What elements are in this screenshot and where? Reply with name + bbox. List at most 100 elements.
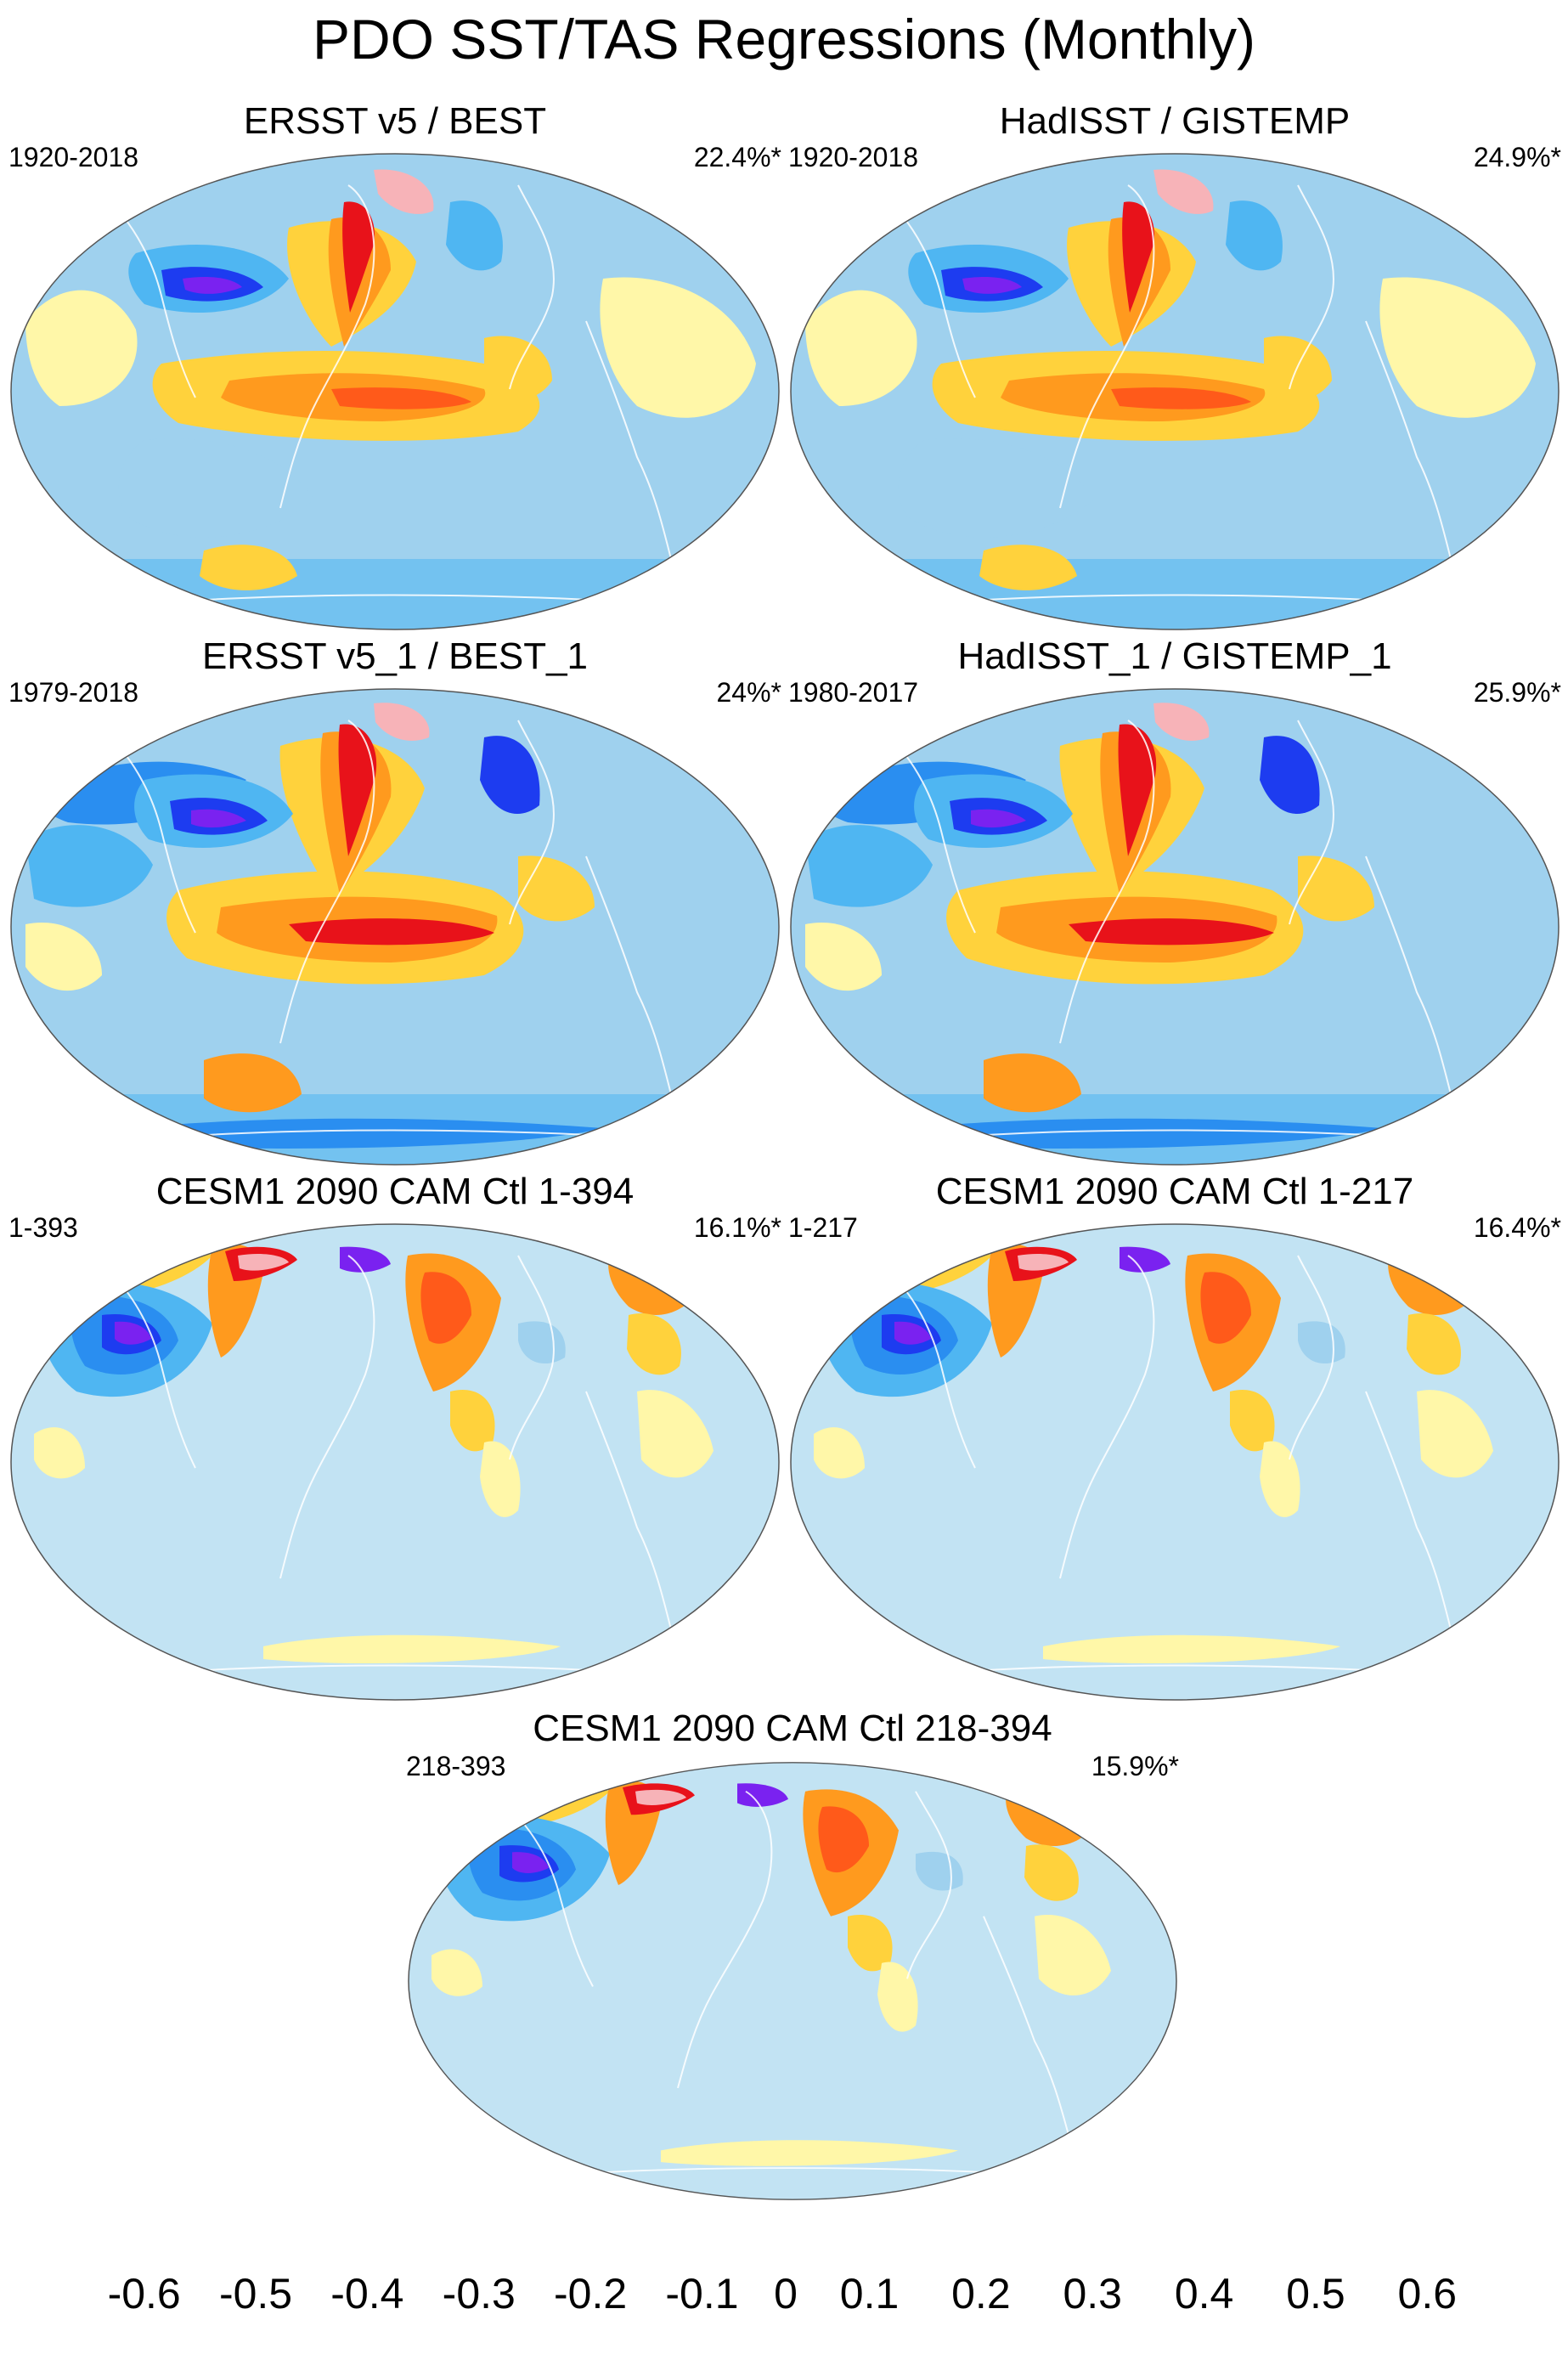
map-panel-ersst-best-1: ERSST v5_1 / BEST_1 1979-2018 24%* [8,635,781,1167]
colorbar-tick-label: 0.6 [1397,2270,1458,2317]
regression-contour [338,724,377,856]
period-label: 218-393 [406,1751,506,1781]
regression-contour [289,918,494,946]
map-panel-ersst-best: ERSST v5 / BEST 1920-2018 22.4%* [8,100,781,632]
map-cesm1-218-394 [408,1762,1177,2200]
panel-title: HadISST_1 / GISTEMP_1 [957,635,1392,677]
regression-contour [979,545,1077,590]
variance-label: 22.4%* [693,142,781,172]
regression-contour [446,200,503,271]
coastline [1289,1255,1334,1460]
regression-contour [1260,736,1320,814]
regression-contour [971,809,1026,828]
regression-contour [1264,336,1332,401]
map-panel-cesm1-1-394: CESM1 2090 CAM Ctl 1-394 1-393 16.1%* [8,1171,781,1702]
regression-contour [331,387,471,409]
coastline [1365,1391,1452,1630]
map-panel-hadisst-gistemp: HadISST / GISTEMP 1920-2018 24.9%* [788,100,1561,632]
regression-contour [637,1390,713,1478]
coastline [585,320,672,560]
regression-contour [1069,918,1274,946]
coastline [1365,855,1452,1095]
regression-contour [480,736,540,814]
regression-contour [204,1053,302,1113]
colorbar-tick-label: -0.6 [107,2270,181,2317]
regression-contour [512,1852,549,1874]
colorbar-tick-label: 0.3 [1063,2270,1122,2317]
panel-title: CESM1 2090 CAM Ctl 218-394 [533,1708,1052,1749]
map-ersst-best-1 [10,688,780,1166]
coastline [509,1255,555,1460]
map-outline [10,688,780,1166]
variance-label: 16.4%* [1473,1212,1561,1243]
regression-contour [1153,703,1210,741]
regression-contour [848,1914,893,1972]
map-outline [790,153,1560,630]
coastline [178,1129,621,1137]
map-outline [10,153,780,630]
regression-contour [1153,169,1214,214]
coastline [178,1664,621,1673]
coastline [957,1664,1401,1673]
regression-contour [1018,1253,1069,1271]
coastline [279,720,375,1044]
period-label: 1979-2018 [8,677,139,708]
panel-title: CESM1 2090 CAM Ctl 1-394 [155,1171,635,1212]
period-label: 1920-2018 [8,142,139,172]
colorbar-tick-label: 0.5 [1286,2270,1345,2317]
regression-contour [191,809,246,828]
regression-contour [1035,1914,1111,1996]
regression-contour [127,1118,603,1149]
colorbar [88,2227,1483,2267]
coastline [1365,320,1452,560]
coastline [889,201,976,398]
map-outline [408,1762,1177,2200]
regression-contour [1260,1441,1300,1517]
regression-contour [635,1789,686,1805]
regression-contour [962,277,1022,294]
coastline [585,855,672,1095]
regression-contour [25,825,153,907]
coastline [983,1916,1069,2136]
regression-contour [737,1783,788,1807]
panel-title: CESM1 2090 CAM Ctl 1-217 [935,1171,1414,1212]
period-label: 1-393 [8,1212,78,1243]
figure-title: PDO SST/TAS Regressions (Monthly) [312,8,1256,71]
regression-contour [374,703,430,741]
regression-contour [1024,1844,1079,1901]
variance-label: 24%* [716,677,782,708]
regression-contour [877,1962,918,2032]
coastline [957,1129,1401,1137]
regression-contour [805,825,933,907]
variance-label: 15.9%* [1091,1751,1179,1781]
coastline [889,737,976,934]
regression-contour [661,2140,958,2166]
coastline [677,1790,773,2089]
map-panel-cesm1-218-394: CESM1 2090 CAM Ctl 218-394 218-393 15.9%… [406,1708,1179,2204]
regression-contour [263,1634,561,1663]
coastline [279,184,375,509]
regression-contour [627,1313,681,1375]
regression-contour [420,1272,471,1344]
map-ersst-best [10,153,780,630]
regression-contour [1226,200,1283,271]
coastline [110,1272,196,1469]
regression-contour [200,545,297,590]
variance-label: 24.9%* [1473,142,1561,172]
regression-contour [907,1118,1383,1149]
map-outline [790,688,1560,1166]
regression-contour [450,1390,495,1452]
coastline [1289,184,1334,390]
regression-contour [1379,277,1536,418]
regression-contour [1118,724,1157,856]
regression-contour [484,336,552,401]
regression-contour [818,1806,869,1873]
regression-contour [431,1949,482,1996]
coastline [509,184,555,390]
colorbar-tick-label: 0.4 [1174,2270,1234,2317]
map-outline [10,1223,780,1701]
regression-contour [480,1441,521,1517]
coastline [1289,720,1334,925]
regression-contour [118,438,314,538]
regression-contour [1043,1634,1340,1663]
